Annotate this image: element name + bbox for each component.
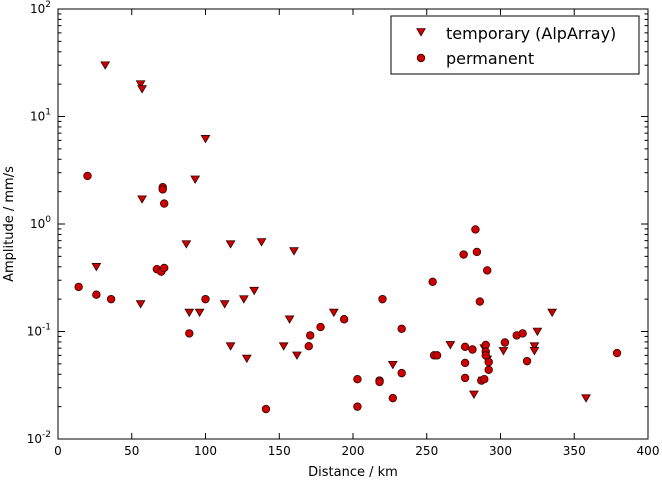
data-point-permanent [306,331,315,340]
data-point-permanent [397,368,406,378]
data-point-permanent [460,342,470,352]
data-point-permanent [378,294,387,304]
data-point-temporary [256,238,267,247]
legend-marker-temporary [416,28,426,37]
data-point-temporary [328,308,339,318]
data-point-temporary [135,300,146,309]
x-tick-label: 250 [415,444,438,458]
data-point-temporary [529,347,540,356]
data-point-permanent [353,374,362,384]
data-point-permanent [304,341,313,351]
data-point-permanent [484,365,493,375]
data-point-temporary [238,295,249,304]
data-point-permanent [261,404,271,414]
data-point-temporary [225,240,236,249]
data-point-permanent [339,315,349,324]
data-point-permanent [158,185,167,194]
data-point-permanent [92,290,101,299]
data-point-permanent [468,345,477,354]
data-point-permanent [612,348,622,358]
x-tick-label: 300 [489,444,512,458]
data-point-temporary [445,341,456,350]
data-point-permanent [159,263,169,273]
data-point-temporary [547,308,558,318]
data-point-permanent [522,356,532,366]
x-tick-label: 200 [342,444,365,458]
data-point-temporary [292,351,302,360]
data-point-temporary [194,308,205,318]
data-point-permanent [83,171,92,181]
data-point-temporary [249,286,260,296]
data-point-permanent [460,373,470,383]
data-point-permanent [397,324,406,333]
y-tick-label: 10-2 [27,430,51,446]
data-point-temporary [219,300,230,309]
data-point-permanent [460,358,470,368]
legend: temporary (AlpArray) permanent [390,15,640,75]
data-point-temporary [278,342,289,351]
data-point-temporary [137,85,147,94]
x-tick-label: 400 [637,444,660,458]
data-point-temporary [241,354,252,364]
x-tick-label: 350 [563,444,586,458]
data-point-permanent [74,282,83,292]
data-point-temporary [181,240,192,249]
data-point-temporary [190,175,201,184]
data-point-permanent [159,199,169,208]
data-point-temporary [184,308,195,318]
y-tick-label: 100 [30,215,51,231]
data-point-permanent [483,266,492,275]
data-point-temporary [137,195,147,204]
data-point-temporary [289,247,299,256]
data-point-permanent [432,351,442,360]
y-tick-label: 10-1 [27,323,51,339]
y-axis-label: Amplitude / mm/s [2,166,17,282]
data-point-permanent [471,225,480,234]
y-tick-label: 101 [30,108,51,124]
legend-entry-label: permanent [446,49,534,68]
data-point-permanent [518,329,527,338]
data-point-permanent [472,247,482,257]
data-point-temporary [532,327,543,337]
data-point-temporary [387,361,398,370]
x-tick-label: 0 [54,444,62,458]
data-point-permanent [500,338,510,347]
data-point-permanent [428,277,437,286]
data-point-permanent [459,250,468,259]
data-point-permanent [316,322,325,332]
data-point-temporary [100,61,111,70]
data-point-temporary [135,80,146,89]
data-point-temporary [581,394,591,403]
data-point-temporary [529,342,540,351]
data-point-temporary [498,347,509,356]
data-point-permanent [475,297,485,306]
legend-entry-label: temporary (AlpArray) [446,24,616,43]
data-markers [74,61,622,414]
data-point-permanent [484,357,493,367]
data-point-permanent [201,294,210,304]
x-tick-label: 50 [124,444,139,458]
data-point-temporary [284,315,295,324]
x-axis-label: Distance / km [308,465,398,480]
legend-box [390,15,640,75]
data-point-permanent [185,329,194,338]
data-point-temporary [200,135,211,144]
data-point-temporary [225,342,236,351]
data-point-permanent [388,393,398,403]
legend-marker-permanent [416,53,426,63]
data-point-permanent [480,374,489,384]
data-point-permanent [353,402,362,411]
x-tick-label: 100 [194,444,217,458]
x-tick-label: 150 [268,444,291,458]
data-point-temporary [469,390,479,399]
data-point-permanent [106,294,116,304]
data-point-permanent [375,377,384,387]
data-point-temporary [91,263,102,272]
y-tick-label: 102 [30,0,51,16]
